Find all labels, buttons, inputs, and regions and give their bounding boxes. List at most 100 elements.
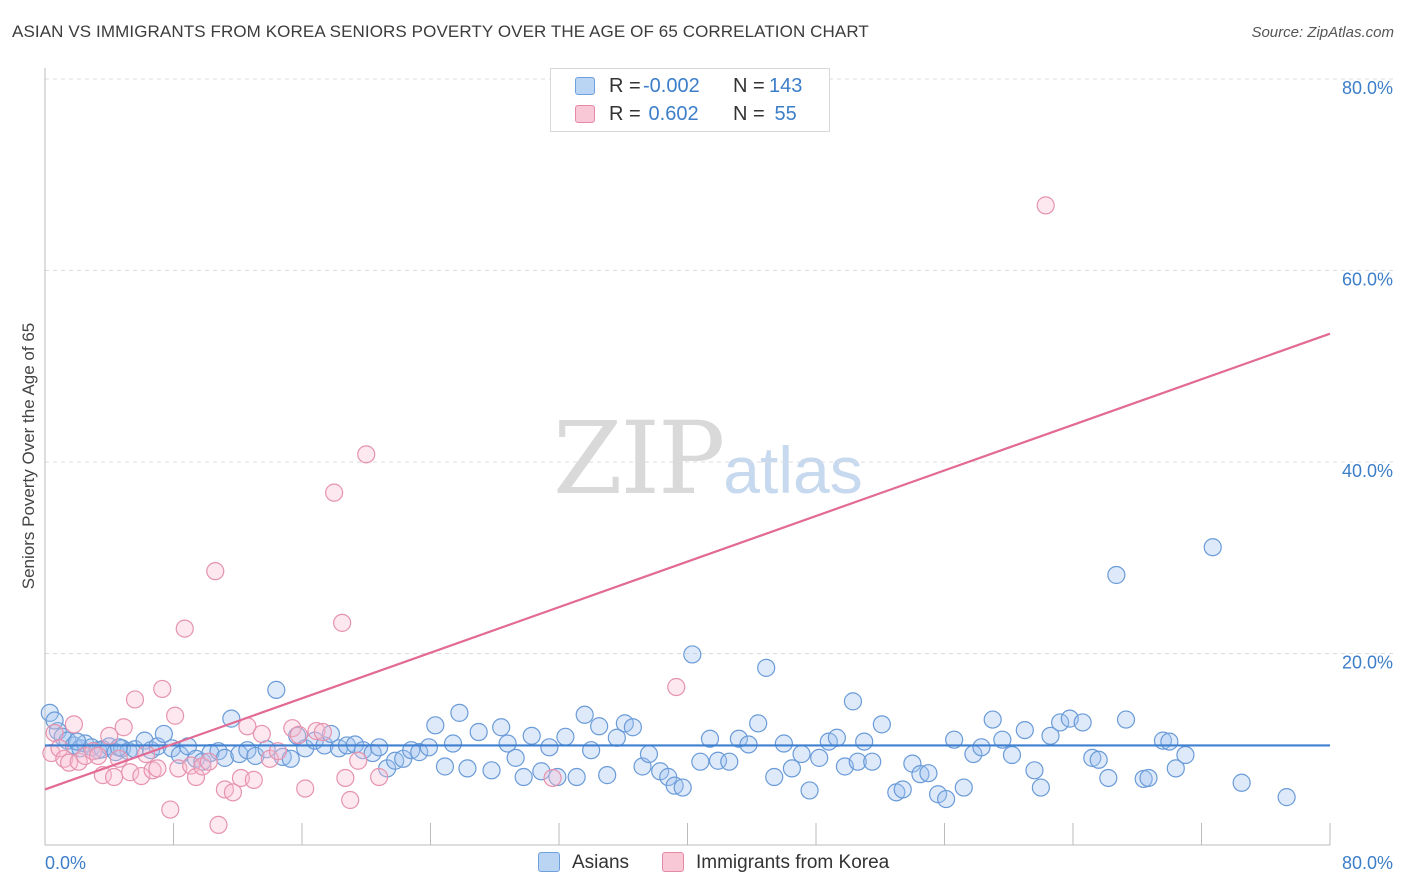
asians-point[interactable]: [673, 778, 692, 797]
asians-point[interactable]: [246, 746, 265, 766]
asians-point[interactable]: [1073, 713, 1092, 732]
korea-point[interactable]: [349, 751, 368, 770]
asians-point[interactable]: [1116, 710, 1136, 729]
asians-point[interactable]: [426, 716, 445, 735]
korea-point[interactable]: [64, 715, 84, 734]
asians-point[interactable]: [410, 743, 429, 762]
asians-point[interactable]: [532, 762, 551, 781]
asians-point[interactable]: [954, 778, 973, 797]
korea-point[interactable]: [50, 739, 69, 758]
korea-point[interactable]: [153, 679, 172, 699]
korea-point[interactable]: [289, 725, 308, 744]
korea-point[interactable]: [109, 749, 128, 768]
asians-point[interactable]: [782, 759, 802, 778]
asians-point[interactable]: [419, 738, 438, 757]
asians-point[interactable]: [154, 724, 173, 744]
asians-point[interactable]: [582, 741, 601, 760]
korea-point[interactable]: [1036, 196, 1055, 215]
asians-point[interactable]: [800, 781, 819, 800]
korea-point[interactable]: [333, 613, 352, 632]
korea-point[interactable]: [148, 759, 167, 778]
korea-point[interactable]: [132, 766, 151, 786]
asians-point[interactable]: [458, 759, 477, 778]
asians-point[interactable]: [1025, 761, 1044, 780]
asians-point[interactable]: [1051, 713, 1070, 732]
asians-point[interactable]: [540, 738, 559, 757]
asians-point[interactable]: [1277, 788, 1296, 807]
korea-point[interactable]: [206, 562, 225, 581]
asians-point[interactable]: [590, 717, 609, 736]
korea-point[interactable]: [121, 763, 140, 782]
korea-point[interactable]: [166, 706, 185, 725]
korea-point[interactable]: [370, 767, 389, 787]
asians-point[interactable]: [506, 748, 525, 767]
asians-point[interactable]: [945, 730, 964, 749]
asians-point[interactable]: [45, 711, 64, 730]
asians-point[interactable]: [863, 752, 882, 771]
asians-point[interactable]: [1166, 759, 1185, 778]
asians-point[interactable]: [469, 722, 488, 742]
asians-point[interactable]: [1031, 778, 1050, 797]
asians-point[interactable]: [993, 730, 1012, 749]
korea-point[interactable]: [186, 767, 206, 787]
asians-point[interactable]: [567, 767, 586, 787]
korea-point[interactable]: [543, 768, 562, 788]
korea-point[interactable]: [45, 723, 64, 743]
asians-point[interactable]: [522, 726, 541, 745]
asians-point[interactable]: [1139, 768, 1158, 788]
asians-point[interactable]: [443, 734, 463, 753]
asians-point[interactable]: [765, 767, 784, 787]
asians-point[interactable]: [919, 764, 938, 783]
asians-point[interactable]: [792, 744, 811, 764]
korea-point[interactable]: [161, 800, 180, 819]
asians-point[interactable]: [757, 658, 776, 677]
asians-point[interactable]: [937, 789, 956, 809]
asians-point[interactable]: [639, 744, 659, 764]
korea-point[interactable]: [307, 721, 326, 741]
asians-point[interactable]: [1176, 745, 1195, 765]
asians-point[interactable]: [893, 780, 912, 799]
asians-point[interactable]: [514, 767, 533, 787]
korea-point[interactable]: [283, 719, 302, 738]
asians-point[interactable]: [435, 757, 455, 776]
asians-point[interactable]: [848, 752, 867, 771]
asians-point[interactable]: [827, 728, 846, 747]
asians-point[interactable]: [1107, 565, 1126, 585]
asians-point[interactable]: [1002, 745, 1022, 765]
korea-point[interactable]: [296, 779, 315, 798]
asians-point[interactable]: [370, 738, 389, 757]
korea-point[interactable]: [325, 483, 344, 502]
korea-point[interactable]: [667, 677, 686, 697]
asians-point[interactable]: [720, 752, 739, 771]
korea-point[interactable]: [268, 742, 288, 761]
korea-point[interactable]: [88, 746, 108, 766]
asians-point[interactable]: [700, 729, 720, 748]
asians-point[interactable]: [872, 715, 891, 734]
asians-point[interactable]: [575, 705, 594, 724]
korea-point[interactable]: [114, 718, 133, 737]
korea-point[interactable]: [313, 722, 332, 742]
korea-point[interactable]: [341, 790, 360, 810]
korea-point[interactable]: [59, 753, 79, 772]
asians-point[interactable]: [983, 710, 1002, 729]
asians-point[interactable]: [843, 692, 863, 711]
asians-point[interactable]: [1160, 732, 1179, 751]
asians-point[interactable]: [749, 714, 768, 733]
asians-point[interactable]: [855, 732, 874, 751]
korea-point[interactable]: [209, 815, 228, 834]
asians-point[interactable]: [450, 703, 469, 722]
korea-point[interactable]: [252, 724, 271, 744]
asians-point[interactable]: [1099, 768, 1118, 788]
asians-point[interactable]: [498, 734, 517, 753]
asians-point[interactable]: [810, 748, 829, 767]
asians-point[interactable]: [1232, 773, 1251, 792]
asians-point[interactable]: [972, 738, 991, 757]
korea-point[interactable]: [199, 752, 218, 771]
asians-point[interactable]: [598, 766, 617, 785]
asians-point[interactable]: [623, 718, 642, 737]
asians-point[interactable]: [729, 729, 749, 748]
korea-point[interactable]: [244, 770, 263, 789]
korea-point[interactable]: [104, 767, 124, 787]
asians-point[interactable]: [683, 645, 702, 664]
korea-point[interactable]: [223, 783, 243, 802]
